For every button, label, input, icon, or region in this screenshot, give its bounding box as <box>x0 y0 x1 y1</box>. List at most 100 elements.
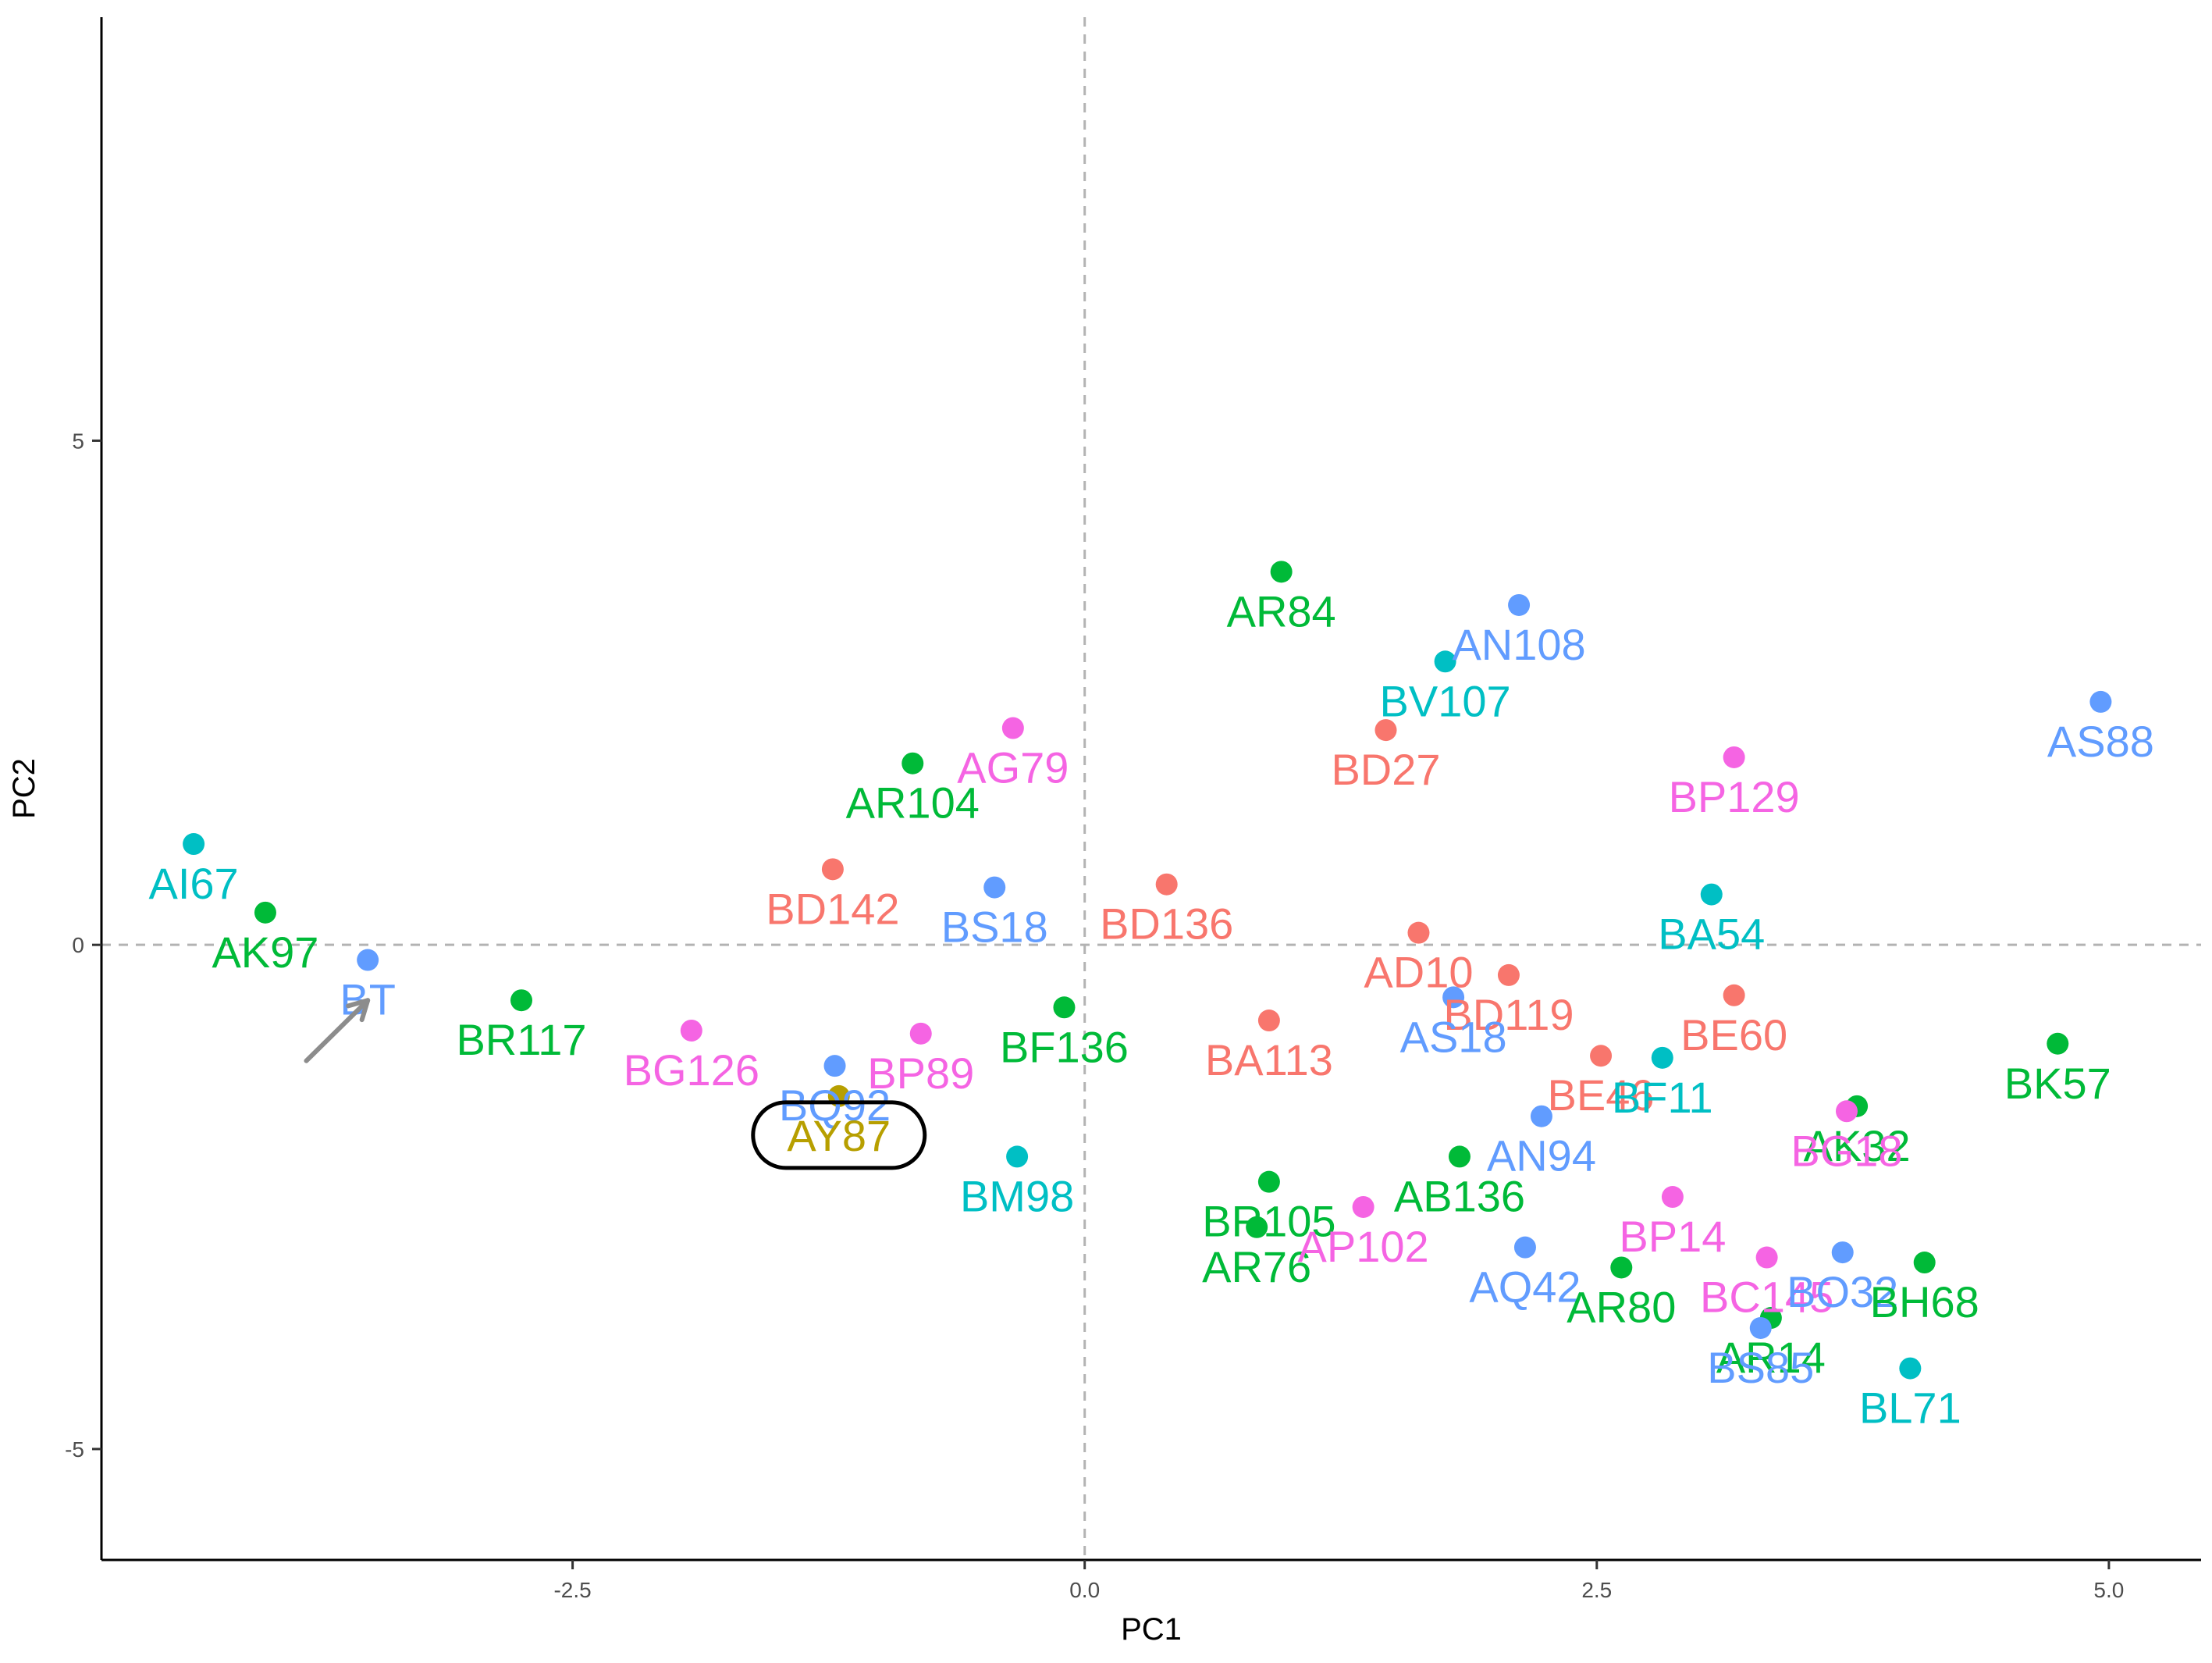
data-label: AN94 <box>1487 1131 1596 1180</box>
data-point <box>1899 1357 1922 1380</box>
data-point <box>1006 1145 1029 1168</box>
data-point <box>1723 984 1745 1006</box>
data-point <box>510 989 532 1012</box>
data-label: AG79 <box>957 743 1069 792</box>
data-label: BC145 <box>1700 1273 1833 1322</box>
data-label: AR14 <box>1716 1333 1826 1382</box>
data-point <box>2047 1032 2069 1055</box>
data-label: AQ42 <box>1469 1262 1581 1312</box>
annotations <box>304 998 927 1170</box>
data-label: BS85 <box>1707 1343 1814 1392</box>
data-label: BV107 <box>1380 676 1511 725</box>
x-tick-label: -2.5 <box>553 1578 591 1602</box>
data-label: AR76 <box>1202 1242 1311 1291</box>
point-labels: AR84 AN108 BV107 AS88 AG79 BD27 BP129 AR104 AI67… <box>148 586 2153 1432</box>
x-tick-label: 5.0 <box>2093 1578 2124 1602</box>
data-label: AK32 <box>1804 1121 1911 1170</box>
data-label: AR80 <box>1567 1282 1676 1331</box>
data-point <box>1442 986 1465 1009</box>
data-point <box>1270 561 1293 583</box>
data-label: BD136 <box>1100 899 1233 949</box>
data-label: BE46 <box>1548 1070 1655 1120</box>
data-label: BD27 <box>1331 745 1440 794</box>
y-tick-label: 0 <box>72 933 84 957</box>
data-point <box>1508 593 1531 616</box>
data-label: BM98 <box>960 1171 1074 1220</box>
data-label: BQ92 <box>779 1081 891 1130</box>
data-point <box>1651 1046 1673 1069</box>
data-point <box>1155 873 1178 896</box>
data-point <box>821 858 844 881</box>
axes: -2.5 0.0 2.5 5.0 -5 0 5 <box>65 17 2201 1602</box>
data-label: AB136 <box>1394 1171 1525 1220</box>
data-point <box>1448 1145 1471 1168</box>
data-label: AR84 <box>1227 586 1336 636</box>
data-point <box>1257 1010 1280 1032</box>
data-point <box>1755 1246 1778 1269</box>
data-label: BK57 <box>2004 1059 2111 1108</box>
x-axis-title: PC1 <box>1121 1612 1182 1647</box>
data-point <box>1374 719 1397 742</box>
data-point <box>1610 1256 1633 1279</box>
data-label: BE60 <box>1680 1010 1787 1059</box>
x-tick-label: 2.5 <box>1581 1578 1612 1602</box>
highlight-callout-box <box>751 1100 927 1170</box>
data-label: BR105 <box>1202 1197 1335 1246</box>
data-point <box>1835 1100 1858 1123</box>
data-label: AS18 <box>1400 1012 1507 1061</box>
data-label: BH68 <box>1870 1277 1979 1326</box>
data-label: BP129 <box>1669 772 1800 821</box>
data-point <box>1407 921 1430 944</box>
y-tick-label: 5 <box>72 429 84 453</box>
data-point <box>1053 996 1076 1019</box>
x-tick-label: 0.0 <box>1069 1578 1100 1602</box>
data-label: AK97 <box>212 928 318 977</box>
data-label: BL71 <box>1859 1383 1961 1433</box>
data-label: BG126 <box>624 1045 759 1095</box>
data-label: AD10 <box>1364 948 1473 997</box>
data-label: BS18 <box>941 903 1048 952</box>
data-point <box>1530 1105 1552 1127</box>
data-point <box>823 1055 846 1077</box>
data-label: AN108 <box>1452 620 1585 669</box>
data-point <box>1913 1252 1936 1274</box>
data-label: BD142 <box>766 884 899 933</box>
data-point <box>1246 1216 1268 1238</box>
data-point <box>1831 1241 1854 1264</box>
data-point <box>2089 690 2112 713</box>
arrow-head <box>346 998 371 1023</box>
data-point <box>1434 650 1456 673</box>
data-point <box>1590 1045 1613 1067</box>
data-point <box>1700 883 1723 906</box>
data-point <box>1352 1195 1374 1218</box>
data-points <box>183 561 2112 1380</box>
data-label: AR104 <box>846 778 980 828</box>
data-label: BF11 <box>1612 1073 1713 1122</box>
data-point <box>680 1019 702 1042</box>
data-point <box>254 901 276 924</box>
data-point <box>1661 1186 1684 1209</box>
data-point <box>1723 746 1745 768</box>
data-label: BG18 <box>1791 1126 1902 1175</box>
arrow-shaft <box>304 998 371 1063</box>
y-axis-title: PC2 <box>7 758 41 819</box>
data-label: BP89 <box>867 1049 974 1098</box>
data-label: BA113 <box>1205 1035 1333 1084</box>
data-point <box>1513 1236 1536 1259</box>
data-point <box>1001 717 1024 739</box>
data-point <box>902 752 924 775</box>
data-label: BA54 <box>1658 910 1765 959</box>
data-label: BO32 <box>1787 1267 1898 1316</box>
reference-lines <box>101 17 2201 1560</box>
y-tick-label: -5 <box>65 1437 84 1462</box>
data-point <box>983 876 1006 899</box>
data-label: BD119 <box>1443 990 1574 1039</box>
data-label: AP102 <box>1298 1222 1429 1271</box>
data-point <box>357 949 379 971</box>
data-label: BR117 <box>456 1015 586 1064</box>
data-label: BF136 <box>1000 1022 1129 1071</box>
data-label: AY87 <box>787 1111 891 1160</box>
